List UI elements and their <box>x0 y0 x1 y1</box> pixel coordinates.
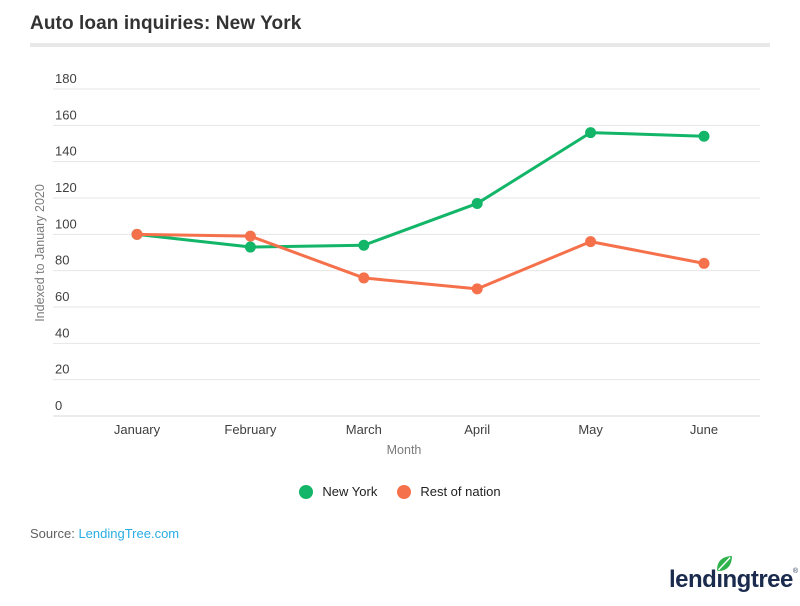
data-point <box>698 130 710 142</box>
x-tick-label: April <box>464 422 490 437</box>
data-point <box>358 272 370 284</box>
series-line <box>135 232 706 291</box>
legend-item-new-york: New York <box>299 484 377 499</box>
x-tick-label: February <box>224 422 277 437</box>
y-tick-label: 0 <box>55 398 62 413</box>
legend-label: Rest of nation <box>420 484 501 499</box>
y-tick-label: 60 <box>55 289 69 304</box>
x-axis-title: Month <box>386 443 422 457</box>
chart-legend: New York Rest of nation <box>0 484 800 499</box>
registered-mark: ® <box>792 568 799 575</box>
data-point <box>471 283 483 295</box>
y-axis-title: Indexed to January 2020 <box>33 184 47 322</box>
source-link[interactable]: LendingTree.com <box>78 526 180 541</box>
y-tick-label: 140 <box>55 144 77 159</box>
data-point <box>244 241 256 253</box>
leaf-icon <box>717 556 732 571</box>
y-tick-label: 120 <box>55 180 77 195</box>
y-tick-label: 80 <box>55 253 69 268</box>
title-divider <box>30 43 770 47</box>
x-tick-label: May <box>578 422 603 437</box>
lendingtree-logo: lendıngtree® <box>669 556 799 594</box>
x-tick-label: June <box>690 422 718 437</box>
source-label: Source: <box>30 526 75 541</box>
legend-item-rest-of-nation: Rest of nation <box>397 484 501 499</box>
series-line <box>135 131 706 249</box>
data-point <box>585 236 597 248</box>
y-tick-label: 40 <box>55 325 69 340</box>
y-tick-label: 160 <box>55 107 77 122</box>
x-tick-label: January <box>114 422 161 437</box>
data-point <box>358 239 370 251</box>
data-point <box>471 197 483 209</box>
y-tick-label: 20 <box>55 362 69 377</box>
new-york-series-dot-icon <box>299 484 314 499</box>
x-tick-label: March <box>346 422 382 437</box>
legend-label: New York <box>322 484 378 499</box>
chart-title: Auto loan inquiries: New York <box>30 13 302 34</box>
logo-text: lendıngtree <box>669 566 793 593</box>
data-point <box>585 127 597 139</box>
data-point <box>244 230 256 242</box>
source-line: Source: LendingTree.com <box>30 526 179 541</box>
y-tick-label: 100 <box>55 216 77 231</box>
data-point <box>698 257 710 269</box>
y-tick-label: 180 <box>55 71 77 86</box>
rest-of-nation-series-dot-icon <box>397 484 412 499</box>
data-point <box>131 228 143 240</box>
